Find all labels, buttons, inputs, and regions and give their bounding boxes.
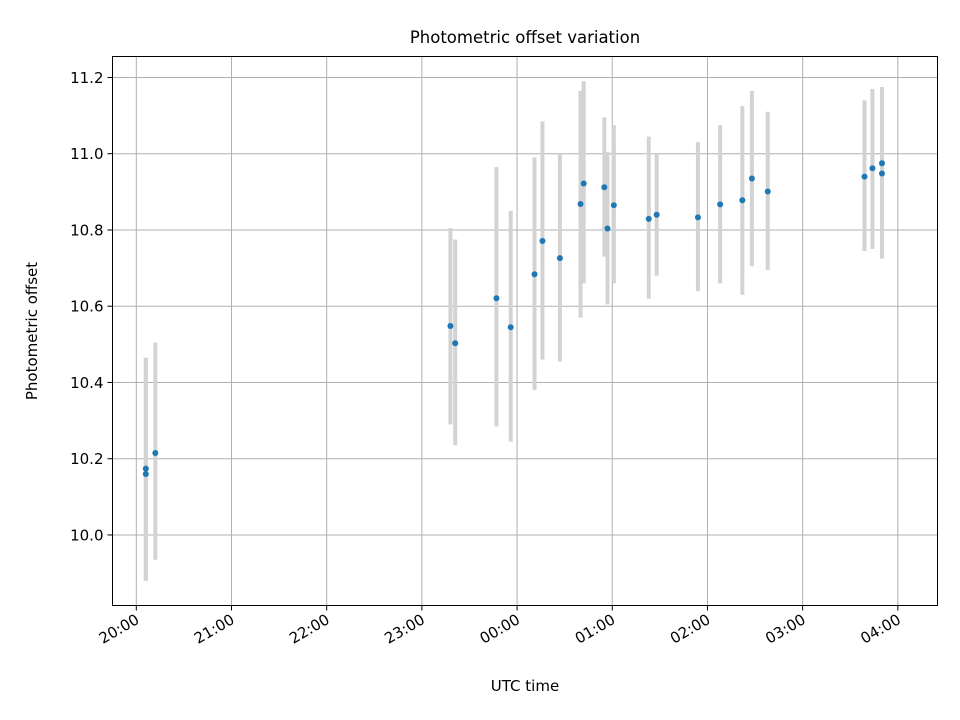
data-point	[739, 197, 746, 204]
data-point	[447, 323, 454, 330]
y-tick-label: 11.2	[70, 69, 103, 87]
y-tick-label: 10.6	[70, 298, 103, 316]
data-point	[717, 201, 724, 208]
data-point	[748, 175, 755, 182]
data-point	[694, 214, 701, 221]
data-point	[556, 255, 563, 262]
data-point	[604, 225, 611, 232]
y-axis: 10.0 10.2 10.4 10.6 10.8 11.0 11.2	[70, 69, 113, 544]
data-point	[653, 211, 660, 218]
data-point	[493, 295, 500, 302]
data-point	[577, 201, 584, 208]
data-point	[601, 184, 608, 191]
data-point	[580, 180, 587, 187]
y-axis-label: Photometric offset	[23, 262, 41, 400]
data-points	[142, 160, 885, 477]
data-point	[764, 188, 771, 195]
data-point	[610, 202, 617, 209]
y-tick-label: 10.4	[70, 374, 103, 392]
data-point	[531, 271, 538, 278]
data-point	[142, 470, 149, 477]
plot-frame	[112, 56, 938, 606]
data-point	[507, 324, 514, 331]
chart-title: Photometric offset variation	[410, 28, 640, 47]
y-tick-label: 10.2	[70, 450, 103, 468]
y-tick-label: 10.0	[70, 526, 103, 544]
data-point	[539, 238, 546, 245]
data-point	[878, 160, 885, 167]
grid	[112, 56, 938, 606]
data-point	[878, 170, 885, 177]
data-point	[869, 165, 876, 172]
data-point	[142, 465, 149, 472]
y-tick-label: 11.0	[70, 145, 103, 163]
y-tick-label: 10.8	[70, 221, 103, 239]
data-point	[152, 450, 159, 456]
x-axis-label: UTC time	[491, 677, 559, 695]
data-point	[861, 173, 868, 180]
data-point	[452, 340, 459, 347]
data-point	[645, 215, 652, 222]
